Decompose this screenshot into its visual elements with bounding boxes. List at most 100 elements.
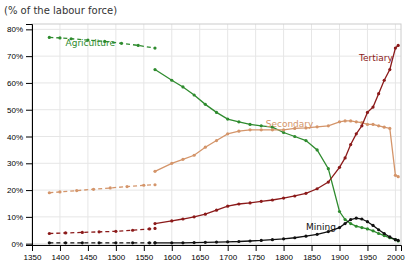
- x-tick-label: 1950: [359, 253, 377, 262]
- series-marker: [388, 235, 391, 238]
- series-marker: [153, 241, 156, 244]
- series-marker: [114, 241, 117, 244]
- grid-line-y: [32, 216, 401, 217]
- series-marker: [170, 79, 173, 82]
- series-marker: [109, 186, 112, 189]
- series-marker: [237, 120, 240, 123]
- series-marker: [377, 92, 380, 95]
- y-tick-mark: [26, 163, 32, 164]
- series-marker: [293, 194, 296, 197]
- series-marker: [193, 93, 196, 96]
- x-tick: 1800: [275, 245, 293, 262]
- series-marker: [204, 213, 207, 216]
- series-marker: [397, 239, 400, 242]
- series-line: [155, 45, 398, 223]
- series-marker: [271, 198, 274, 201]
- y-tick-label: 80%: [7, 25, 23, 34]
- x-tick-label: 1700: [219, 253, 237, 262]
- y-tick: 30%: [7, 159, 32, 168]
- x-axis-line: [33, 246, 402, 252]
- series-marker: [153, 68, 156, 71]
- series-marker: [193, 154, 196, 157]
- grid: [32, 24, 401, 245]
- y-tick-mark: [26, 244, 32, 245]
- grid-line-x: [59, 24, 60, 245]
- annotation: Secondary: [266, 119, 314, 129]
- annotations: AgricultureSecondaryTertiaryMining: [66, 38, 394, 232]
- series-marker: [338, 166, 341, 169]
- grid-line-x: [143, 24, 144, 245]
- series-marker: [142, 184, 145, 187]
- series-marker: [131, 241, 134, 244]
- x-tick-label: 1600: [163, 253, 181, 262]
- grid-line-y: [32, 29, 401, 30]
- series-marker: [383, 79, 386, 82]
- series-marker: [355, 120, 358, 123]
- series-marker: [181, 217, 184, 220]
- series-marker: [248, 201, 251, 204]
- series-marker: [293, 135, 296, 138]
- series-marker: [394, 238, 397, 241]
- series-marker: [371, 123, 374, 126]
- x-tick-label: 1400: [52, 253, 70, 262]
- series-marker: [282, 237, 285, 240]
- series-marker: [248, 128, 251, 131]
- y-tick-label: 20%: [7, 186, 23, 195]
- series-marker: [226, 205, 229, 208]
- series-marker: [338, 210, 341, 213]
- y-tick-mark: [26, 110, 32, 111]
- series-marker: [388, 236, 391, 239]
- x-tick-label: 1650: [191, 253, 209, 262]
- series-marker: [260, 239, 263, 242]
- series-marker: [260, 128, 263, 131]
- y-tick: 20%: [7, 186, 32, 195]
- y-tick: 10%: [7, 213, 32, 222]
- series-marker: [125, 185, 128, 188]
- series-marker: [316, 233, 319, 236]
- series-marker: [366, 123, 369, 126]
- series-marker: [48, 241, 51, 244]
- series-marker: [377, 124, 380, 127]
- grid-line-x: [255, 24, 256, 245]
- series-marker: [193, 241, 196, 244]
- y-tick: 50%: [7, 106, 32, 115]
- x-tick-mark: [60, 245, 61, 251]
- x-tick-label: 1350: [24, 253, 42, 262]
- x-tick: 1450: [80, 245, 98, 262]
- series-marker: [377, 228, 380, 231]
- grid-line-x: [283, 24, 284, 245]
- x-tick-mark: [395, 245, 396, 251]
- y-tick-label: 0%: [11, 240, 23, 249]
- grid-line-x: [199, 24, 200, 245]
- series-marker: [349, 218, 352, 221]
- series-marker: [355, 217, 358, 220]
- x-axis: 1350 1400 1450 1500 1550 1600 1650 1700 1750 1800…: [24, 245, 406, 262]
- series-marker: [181, 241, 184, 244]
- x-tick: 1550: [135, 245, 153, 262]
- series-marker: [248, 123, 251, 126]
- series-marker: [170, 241, 173, 244]
- series-marker: [153, 183, 156, 186]
- y-tick-label: 50%: [7, 106, 23, 115]
- series-marker: [355, 132, 358, 135]
- grid-line-x: [171, 24, 172, 245]
- x-tick-mark: [200, 245, 201, 251]
- series-marker: [377, 232, 380, 235]
- chart: (% of the labour force)13501400145015001…: [0, 0, 413, 265]
- series-marker: [338, 226, 341, 229]
- x-tick-label: 1750: [247, 253, 265, 262]
- series-marker: [237, 130, 240, 133]
- x-tick-mark: [228, 245, 229, 251]
- series-marker: [131, 229, 134, 232]
- series-marker: [81, 241, 84, 244]
- series-marker: [120, 42, 123, 45]
- series-marker: [48, 232, 51, 235]
- series-line: [49, 185, 155, 193]
- x-tick-label: 1500: [107, 253, 125, 262]
- series-marker: [170, 219, 173, 222]
- series-marker: [148, 227, 151, 230]
- series-marker: [293, 236, 296, 239]
- x-tick-mark: [256, 245, 257, 251]
- x-tick-label: 1550: [135, 253, 153, 262]
- series-marker: [114, 230, 117, 233]
